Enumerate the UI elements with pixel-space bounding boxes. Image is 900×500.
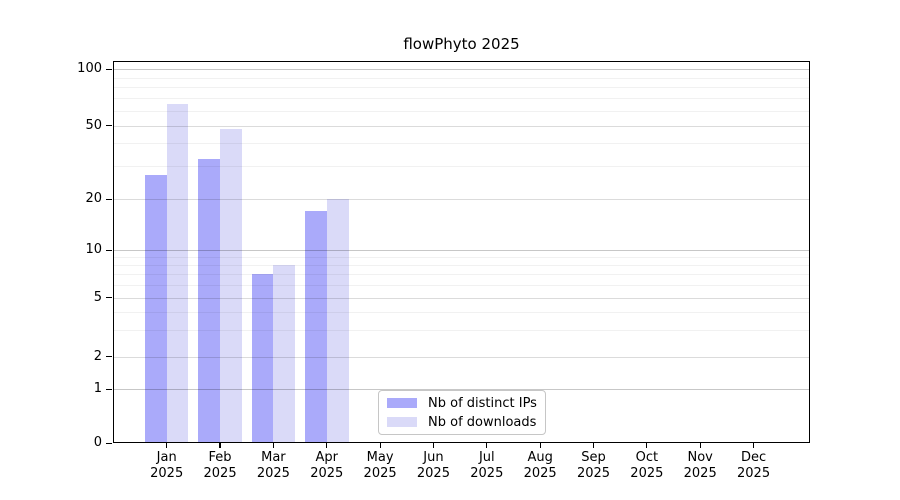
y-tick-mark: [106, 388, 112, 390]
bar-distinct-ips: [251, 274, 274, 443]
x-tick-mark: [326, 443, 328, 448]
y-gridline-major: [113, 297, 810, 299]
y-tick-label: 100: [77, 61, 102, 76]
x-tick-label: Jan 2025: [150, 450, 184, 481]
x-tick-mark: [166, 443, 168, 448]
y-tick-label: 5: [93, 289, 102, 305]
y-gridline-minor: [113, 265, 810, 267]
y-gridline-major: [113, 250, 810, 251]
x-tick-label: Feb 2025: [203, 450, 237, 481]
x-tick-label: Dec 2025: [737, 450, 771, 481]
y-gridline-major: [113, 199, 810, 200]
legend-label-downloads: Nb of downloads: [428, 414, 537, 430]
y-tick-label: 10: [85, 242, 102, 257]
bar-distinct-ips: [144, 174, 167, 443]
y-gridline-major: [113, 125, 810, 127]
y-gridline-minor: [113, 330, 810, 332]
x-tick-mark: [219, 443, 221, 448]
x-tick-mark: [539, 443, 541, 448]
chart-title: flowPhyto 2025: [403, 35, 520, 53]
x-tick-label: Sep 2025: [576, 450, 611, 481]
bar-distinct-ips: [304, 210, 327, 443]
bar-downloads: [273, 265, 296, 443]
x-tick-mark: [272, 443, 274, 448]
y-gridline-minor: [113, 77, 810, 79]
y-gridline-minor: [113, 285, 810, 286]
y-tick-label: 50: [85, 117, 102, 133]
x-tick-mark: [699, 443, 701, 448]
legend-item-distinct-ips: Nb of distinct IPs: [387, 396, 537, 411]
y-tick-label: 0: [93, 435, 102, 450]
y-gridline-minor: [113, 98, 810, 100]
y-tick-mark: [106, 249, 112, 251]
y-tick-mark: [106, 125, 112, 127]
y-tick-mark: [106, 198, 112, 200]
legend-label-distinct-ips: Nb of distinct IPs: [428, 395, 537, 411]
y-tick-label: 1: [93, 381, 102, 396]
x-tick-label: Jun 2025: [416, 450, 450, 481]
y-gridline-minor: [113, 110, 810, 112]
x-tick-mark: [432, 443, 435, 448]
y-gridline-minor: [113, 257, 810, 259]
bar-downloads: [220, 128, 242, 443]
y-gridline-minor: [113, 87, 810, 89]
legend-item-downloads: Nb of downloads: [387, 415, 537, 430]
y-gridline-major: [113, 69, 810, 70]
y-tick-label: 2: [93, 348, 102, 364]
y-gridline-minor: [113, 166, 810, 168]
y-tick-mark: [106, 68, 112, 70]
y-gridline-major: [113, 356, 810, 358]
legend-swatch-downloads: [387, 416, 417, 428]
y-tick-mark: [106, 297, 112, 299]
y-gridline-major: [113, 389, 810, 390]
x-tick-mark: [486, 443, 488, 448]
x-tick-label: Mar 2025: [256, 450, 290, 481]
y-gridline-minor: [113, 311, 810, 313]
x-tick-mark: [752, 443, 755, 448]
x-tick-label: Apr 2025: [310, 450, 344, 481]
y-tick-label: 20: [85, 191, 102, 206]
bar-downloads: [326, 199, 349, 443]
y-tick-mark: [106, 356, 112, 358]
bar-downloads: [166, 104, 189, 443]
legend: Nb of distinct IPs Nb of downloads: [378, 390, 546, 435]
legend-swatch-distinct-ips: [387, 397, 417, 409]
plot-area: [113, 61, 810, 443]
x-tick-mark: [379, 443, 381, 448]
x-tick-mark: [592, 443, 595, 448]
bar-distinct-ips: [198, 158, 221, 443]
x-tick-label: Aug 2025: [523, 450, 557, 481]
y-gridline-minor: [113, 143, 810, 145]
y-gridline-minor: [113, 274, 810, 276]
x-tick-label: Jul 2025: [470, 450, 504, 481]
x-tick-label: Oct 2025: [630, 450, 664, 481]
y-tick-mark: [106, 442, 112, 444]
x-tick-label: Nov 2025: [683, 450, 717, 481]
x-tick-mark: [646, 443, 648, 448]
x-tick-label: May 2025: [363, 450, 397, 481]
